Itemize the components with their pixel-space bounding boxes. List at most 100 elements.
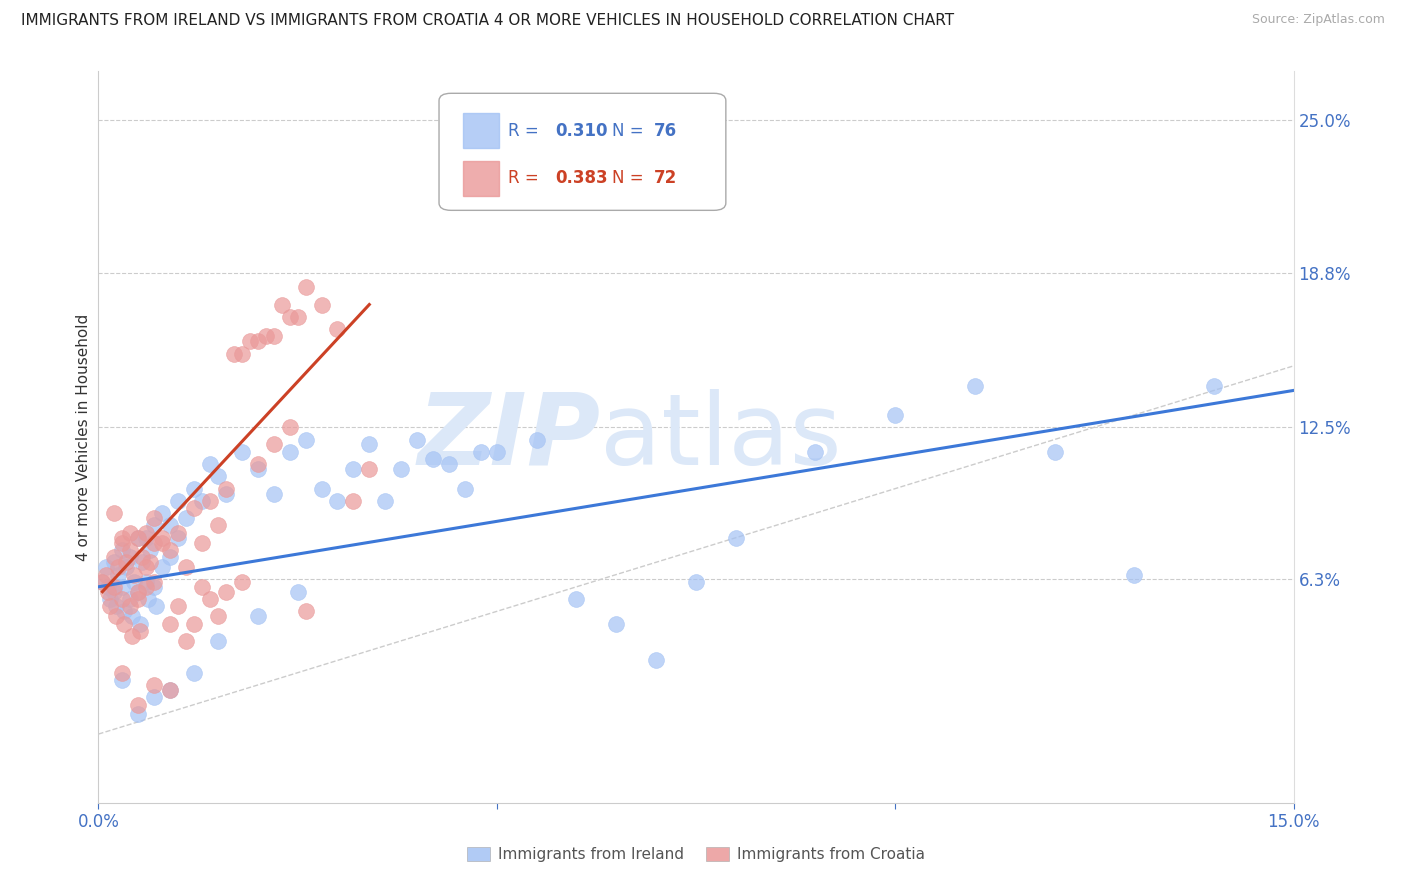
- Point: [120, 543, 142, 558]
- Point: [565, 592, 588, 607]
- Point: [127, 584, 149, 599]
- Point: [454, 482, 477, 496]
- Point: [174, 511, 197, 525]
- Point: [526, 433, 548, 447]
- Point: [198, 494, 221, 508]
- Point: [135, 531, 157, 545]
- Point: [143, 511, 166, 525]
- Point: [143, 518, 166, 533]
- Text: Source: ZipAtlas.com: Source: ZipAtlas.com: [1251, 13, 1385, 27]
- Point: [143, 574, 166, 589]
- Point: [127, 592, 149, 607]
- Point: [406, 433, 429, 447]
- Point: [120, 525, 142, 540]
- Text: IMMIGRANTS FROM IRELAND VS IMMIGRANTS FROM CROATIA 4 OR MORE VEHICLES IN HOUSEHO: IMMIGRANTS FROM IRELAND VS IMMIGRANTS FR…: [21, 13, 955, 29]
- Point: [98, 592, 122, 607]
- Point: [191, 535, 214, 549]
- Point: [342, 462, 364, 476]
- Point: [311, 482, 333, 496]
- Point: [135, 574, 157, 589]
- Point: [263, 486, 285, 500]
- Point: [135, 560, 157, 574]
- Point: [143, 580, 166, 594]
- Point: [207, 518, 229, 533]
- Point: [124, 574, 146, 589]
- Point: [485, 445, 508, 459]
- FancyBboxPatch shape: [439, 94, 725, 211]
- Point: [374, 494, 396, 508]
- Point: [127, 698, 149, 712]
- Point: [159, 550, 181, 565]
- Point: [239, 334, 262, 349]
- Point: [159, 616, 181, 631]
- Point: [294, 604, 316, 618]
- Point: [470, 445, 492, 459]
- Point: [191, 494, 214, 508]
- Point: [115, 555, 138, 569]
- Point: [111, 592, 134, 607]
- Point: [167, 494, 190, 508]
- Text: atlas: atlas: [600, 389, 842, 485]
- Point: [131, 555, 153, 569]
- Point: [127, 531, 149, 545]
- Point: [150, 535, 173, 549]
- Point: [191, 580, 214, 594]
- Point: [103, 584, 125, 599]
- Point: [231, 574, 253, 589]
- Text: 0.383: 0.383: [555, 169, 607, 187]
- Point: [326, 494, 349, 508]
- Point: [121, 629, 143, 643]
- Point: [359, 437, 381, 451]
- Point: [96, 560, 118, 574]
- Point: [135, 525, 157, 540]
- Point: [294, 433, 316, 447]
- Point: [263, 329, 285, 343]
- Point: [389, 462, 412, 476]
- Point: [103, 550, 125, 565]
- Text: 0.310: 0.310: [555, 121, 607, 140]
- Point: [120, 599, 142, 614]
- Point: [254, 329, 277, 343]
- Point: [183, 665, 205, 680]
- Point: [246, 609, 269, 624]
- Point: [111, 580, 134, 594]
- Point: [359, 462, 381, 476]
- Point: [104, 599, 127, 614]
- Point: [215, 486, 238, 500]
- Point: [183, 482, 205, 496]
- Point: [724, 531, 747, 545]
- Point: [136, 592, 159, 607]
- Point: [167, 525, 190, 540]
- Point: [143, 678, 166, 692]
- Point: [120, 592, 142, 607]
- Point: [963, 378, 986, 392]
- Point: [159, 682, 181, 697]
- Point: [91, 574, 114, 589]
- Point: [143, 535, 166, 549]
- FancyBboxPatch shape: [463, 113, 499, 148]
- Point: [207, 633, 229, 648]
- Point: [645, 653, 668, 667]
- Point: [103, 580, 125, 594]
- Point: [437, 457, 460, 471]
- Point: [1123, 567, 1146, 582]
- Text: R =: R =: [509, 169, 544, 187]
- Point: [107, 567, 129, 582]
- Point: [97, 580, 120, 594]
- Point: [112, 604, 135, 618]
- Point: [150, 531, 173, 545]
- Text: ZIP: ZIP: [418, 389, 600, 485]
- Text: R =: R =: [509, 121, 544, 140]
- Point: [246, 462, 269, 476]
- Point: [167, 599, 190, 614]
- Point: [278, 310, 301, 324]
- Point: [131, 550, 153, 565]
- Point: [207, 609, 229, 624]
- Point: [135, 580, 157, 594]
- Point: [804, 445, 827, 459]
- Point: [605, 616, 627, 631]
- Point: [159, 543, 181, 558]
- Y-axis label: 4 or more Vehicles in Household: 4 or more Vehicles in Household: [76, 313, 91, 561]
- Point: [270, 297, 292, 311]
- Point: [104, 609, 127, 624]
